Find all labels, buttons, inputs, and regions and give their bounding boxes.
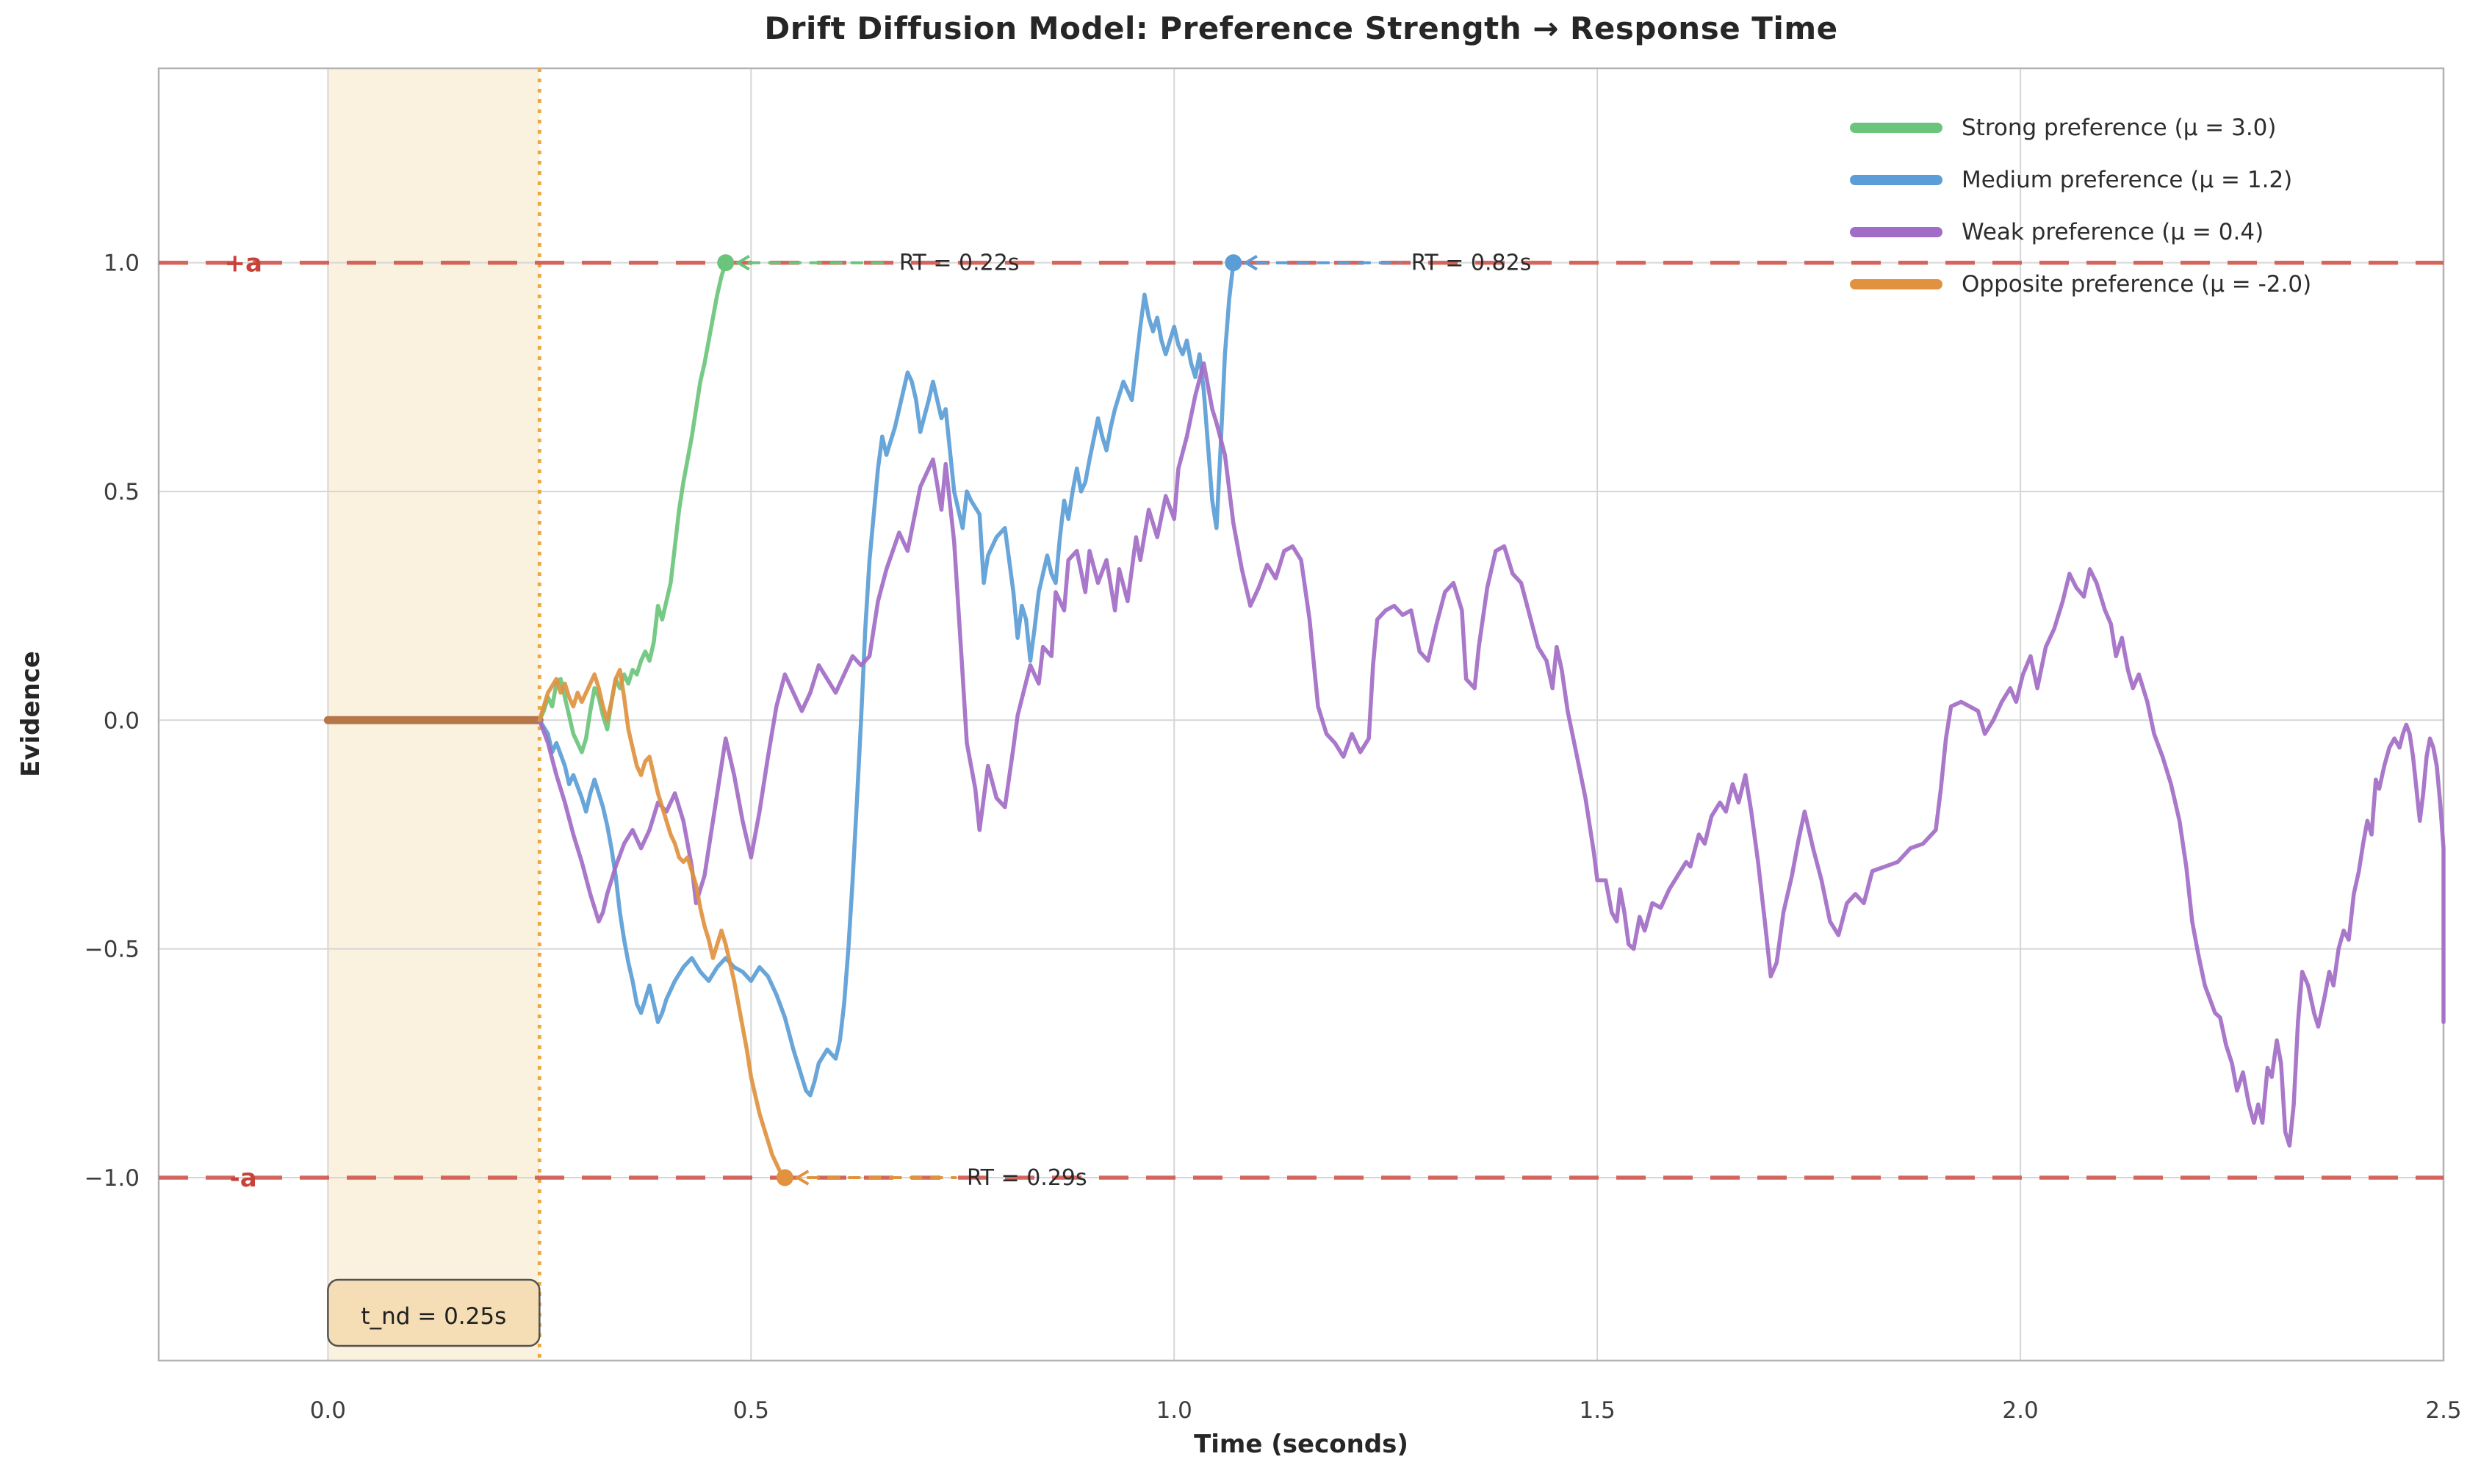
tnd-box bbox=[327, 1278, 541, 1347]
legend-swatch bbox=[1850, 226, 1942, 237]
legend-item: Weak preference (μ = 0.4) bbox=[1850, 206, 2311, 258]
legend-swatch bbox=[1850, 278, 1942, 289]
y-tick-label: −0.5 bbox=[84, 937, 140, 963]
x-axis-label: Time (seconds) bbox=[1194, 1430, 1408, 1459]
upper-boundary-label: +a bbox=[224, 249, 262, 278]
tnd-label: t_nd = 0.25s bbox=[361, 1303, 506, 1330]
endpoint-dot-strong bbox=[717, 254, 735, 272]
legend-item: Strong preference (μ = 3.0) bbox=[1850, 101, 2311, 154]
endpoint-dot-opposite bbox=[776, 1169, 793, 1186]
rt-arrowhead-strong bbox=[735, 254, 750, 271]
endpoint-dot-medium bbox=[1225, 254, 1242, 272]
x-tick-label: 2.0 bbox=[2002, 1397, 2038, 1424]
legend-label: Medium preference (μ = 1.2) bbox=[1962, 166, 2293, 193]
legend-item: Medium preference (μ = 1.2) bbox=[1850, 154, 2311, 206]
trace-opposite bbox=[537, 668, 788, 1180]
legend-label: Strong preference (μ = 3.0) bbox=[1962, 114, 2277, 141]
x-tick-label: 0.0 bbox=[310, 1397, 346, 1424]
trace-weak bbox=[537, 361, 2446, 1148]
y-tick-label: 0.0 bbox=[104, 707, 140, 734]
rt-label-strong: RT = 0.22s bbox=[899, 251, 1020, 276]
y-tick-label: 0.5 bbox=[104, 479, 140, 505]
chart-title: Drift Diffusion Model: Preference Streng… bbox=[764, 10, 1838, 46]
legend: Strong preference (μ = 3.0) Medium prefer… bbox=[1850, 101, 2311, 310]
x-tick-label: 1.0 bbox=[1156, 1397, 1192, 1424]
y-tick-label: −1.0 bbox=[84, 1165, 140, 1192]
legend-label: Weak preference (μ = 0.4) bbox=[1962, 218, 2264, 245]
y-tick-label: 1.0 bbox=[104, 251, 140, 277]
rt-label-medium: RT = 0.82s bbox=[1411, 251, 1532, 276]
trace-strong bbox=[537, 260, 728, 754]
axes-spines bbox=[157, 67, 2445, 1362]
trace-medium bbox=[537, 260, 1236, 1098]
lower-boundary-label: -a bbox=[230, 1164, 257, 1193]
legend-swatch bbox=[1850, 122, 1942, 133]
legend-swatch bbox=[1850, 174, 1942, 185]
x-tick-label: 2.5 bbox=[2425, 1397, 2461, 1424]
rt-arrowhead-opposite bbox=[794, 1170, 810, 1186]
y-axis-label: Evidence bbox=[16, 651, 46, 777]
legend-item: Opposite preference (μ = -2.0) bbox=[1850, 258, 2311, 310]
rt-label-opposite: RT = 0.29s bbox=[967, 1165, 1087, 1191]
non-decision-shade bbox=[328, 68, 540, 1361]
legend-label: Opposite preference (μ = -2.0) bbox=[1962, 270, 2312, 298]
x-tick-label: 0.5 bbox=[733, 1397, 769, 1424]
rt-arrowhead-medium bbox=[1242, 254, 1258, 271]
x-tick-label: 1.5 bbox=[1579, 1397, 1615, 1424]
